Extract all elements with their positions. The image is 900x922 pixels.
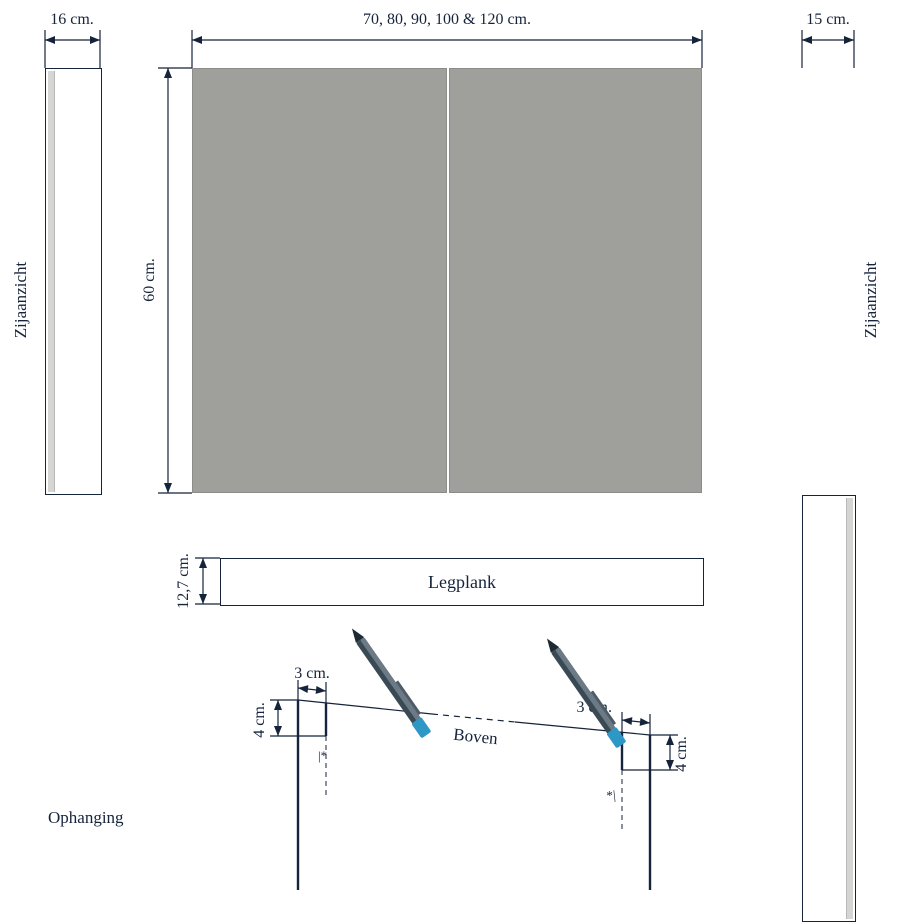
svg-text:16 cm.: 16 cm. <box>50 11 94 28</box>
hanging-diagram: |* *| 3 cm. 4 cm. <box>251 624 690 890</box>
left-side-caption: Zijaanzicht <box>11 261 30 338</box>
shelf-box: Legplank <box>220 558 704 606</box>
svg-text:|*: |* <box>318 748 327 763</box>
svg-text:15 cm.: 15 cm. <box>806 11 850 28</box>
right-slot: *| <box>606 732 650 890</box>
pen-left <box>347 624 433 739</box>
dimension-overlay: 16 cm. 70, 80, 90, 100 & 120 cm. 15 cm. … <box>0 0 900 900</box>
svg-text:4 cm.: 4 cm. <box>673 736 690 772</box>
svg-text:4 cm.: 4 cm. <box>251 702 268 738</box>
svg-text:*|: *| <box>606 787 617 803</box>
dim-front-width: 70, 80, 90, 100 & 120 cm. <box>192 11 702 68</box>
right-dims: 3 cm. 4 cm. <box>576 699 690 772</box>
hanging-top-label: Boven <box>453 725 500 749</box>
dim-left-width: 16 cm. <box>45 11 100 68</box>
shelf-caption: Legplank <box>428 572 496 593</box>
svg-text:70, 80, 90, 100 & 120 cm.: 70, 80, 90, 100 & 120 cm. <box>363 11 531 28</box>
dim-front-height: 60 cm. <box>141 68 192 493</box>
right-side-caption: Zijaanzicht <box>861 261 880 338</box>
svg-text:12,7 cm.: 12,7 cm. <box>175 553 192 609</box>
svg-text:3 cm.: 3 cm. <box>576 699 612 716</box>
dim-right-width: 15 cm. <box>802 11 854 68</box>
dim-shelf-height: 12,7 cm. <box>175 553 220 609</box>
hanging-caption: Ophanging <box>48 808 124 828</box>
left-slot: |* <box>298 700 327 890</box>
svg-text:3 cm.: 3 cm. <box>294 665 330 682</box>
svg-text:60 cm.: 60 cm. <box>141 258 158 302</box>
left-dims: 3 cm. 4 cm. <box>251 665 330 738</box>
